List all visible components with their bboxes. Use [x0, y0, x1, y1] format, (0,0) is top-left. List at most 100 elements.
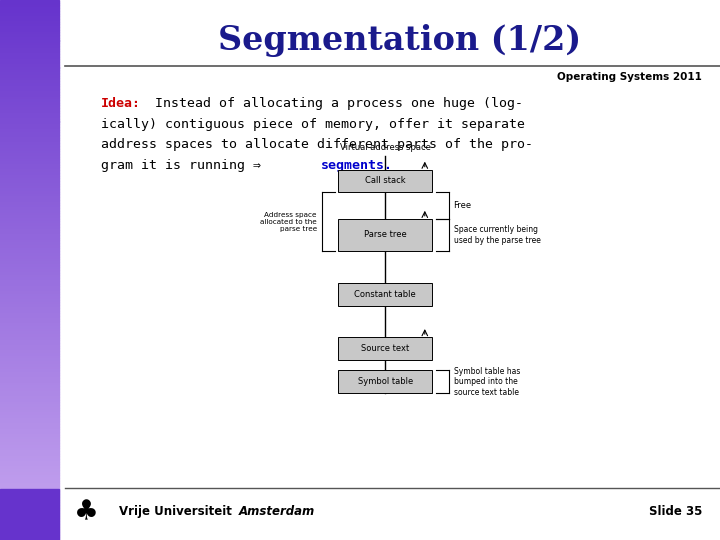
Bar [0, 251, 59, 254]
Bar [0, 240, 59, 243]
Bar [0, 505, 59, 508]
Bar [0, 470, 59, 472]
Bar [0, 256, 59, 259]
Bar [0, 443, 59, 445]
Bar [0, 367, 59, 370]
Bar [0, 38, 59, 40]
Text: Parse tree: Parse tree [364, 231, 407, 239]
Bar [0, 181, 59, 184]
Bar [0, 459, 59, 462]
Text: Virtual address space: Virtual address space [340, 143, 431, 152]
Bar [0, 359, 59, 362]
Bar [0, 378, 59, 381]
Bar [0, 516, 59, 518]
Bar [0, 254, 59, 256]
Bar [0, 54, 59, 57]
Bar [0, 32, 59, 35]
Bar [0, 184, 59, 186]
Bar [0, 259, 59, 262]
Bar [0, 22, 59, 24]
Text: Symbol table has
bumped into the
source text table: Symbol table has bumped into the source … [454, 367, 520, 397]
Bar [0, 267, 59, 270]
Bar [0, 451, 59, 454]
Bar [0, 329, 59, 332]
Bar [0, 364, 59, 367]
Text: Amsterdam: Amsterdam [239, 505, 315, 518]
Bar [0, 424, 59, 427]
Bar [0, 132, 59, 135]
Bar [0, 189, 59, 192]
Bar [0, 478, 59, 481]
Bar [0, 448, 59, 451]
Bar [0, 108, 59, 111]
Bar [0, 462, 59, 464]
Bar [0, 313, 59, 316]
Bar [0, 116, 59, 119]
Bar [0, 475, 59, 478]
Bar [338, 370, 432, 393]
Bar [0, 165, 59, 167]
Bar [0, 176, 59, 178]
Bar [0, 529, 59, 532]
Bar [0, 432, 59, 435]
Bar [0, 73, 59, 76]
Text: Slide 35: Slide 35 [649, 505, 702, 518]
Bar [0, 302, 59, 305]
Bar [0, 386, 59, 389]
Bar [0, 489, 59, 540]
Bar [0, 30, 59, 32]
Bar [0, 394, 59, 397]
Bar [0, 14, 59, 16]
Bar [0, 86, 59, 89]
Bar [0, 338, 59, 340]
Bar [0, 489, 59, 491]
Bar [0, 491, 59, 494]
Bar [0, 122, 59, 124]
Bar [0, 200, 59, 202]
Bar [338, 219, 432, 251]
Bar [0, 440, 59, 443]
Text: Operating Systems 2011: Operating Systems 2011 [557, 72, 702, 82]
Bar [0, 270, 59, 273]
Bar [0, 119, 59, 122]
Bar [0, 170, 59, 173]
Bar [0, 437, 59, 440]
Text: Idea:: Idea: [101, 97, 141, 110]
Bar [0, 138, 59, 140]
Bar [0, 227, 59, 229]
Bar [0, 173, 59, 176]
Bar [0, 497, 59, 500]
Bar [0, 518, 59, 521]
Bar [0, 49, 59, 51]
Bar [0, 284, 59, 286]
Bar [0, 57, 59, 59]
Bar [0, 167, 59, 170]
Bar [0, 389, 59, 392]
Bar [0, 286, 59, 289]
Bar [0, 429, 59, 432]
Bar [0, 416, 59, 418]
Text: segments.: segments. [320, 159, 392, 172]
Bar [0, 427, 59, 429]
Bar [0, 213, 59, 216]
Bar [0, 3, 59, 5]
Bar [0, 513, 59, 516]
Bar [0, 130, 59, 132]
Bar [0, 532, 59, 535]
Bar [0, 143, 59, 146]
Bar [0, 400, 59, 402]
Bar [0, 413, 59, 416]
Text: Free: Free [454, 201, 472, 210]
Bar [0, 346, 59, 348]
Bar [0, 456, 59, 459]
Text: gram it is running ⇒: gram it is running ⇒ [101, 159, 269, 172]
Bar [0, 343, 59, 346]
Bar [0, 332, 59, 335]
Bar [0, 51, 59, 54]
Bar [0, 370, 59, 373]
Bar [0, 62, 59, 65]
Bar [0, 43, 59, 46]
Bar [0, 211, 59, 213]
Bar [0, 238, 59, 240]
Bar [0, 292, 59, 294]
